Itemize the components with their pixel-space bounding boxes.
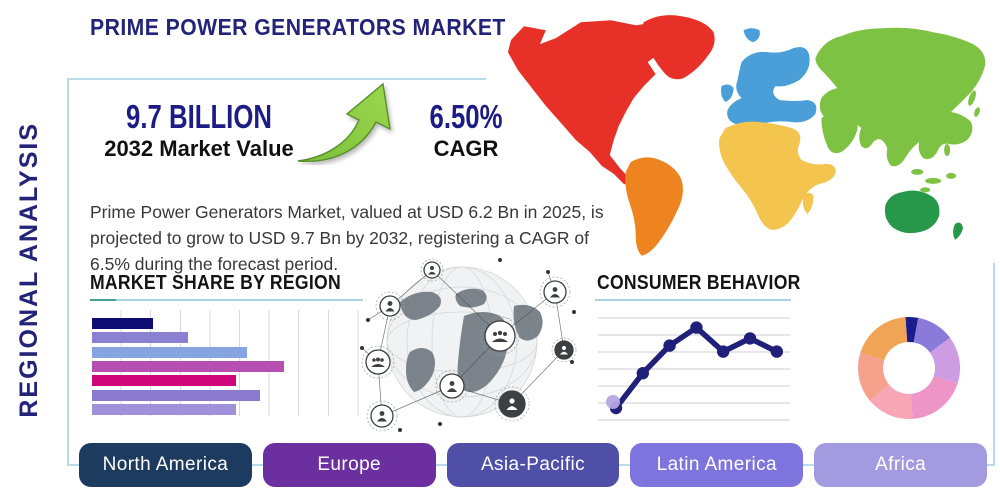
region-button-north-america[interactable]: North America xyxy=(79,443,252,487)
consumer-behavior-underline xyxy=(595,299,791,301)
market-share-title: MARKET SHARE BY REGION xyxy=(90,272,341,294)
market-share-bar-1 xyxy=(92,318,154,329)
cagr-number: 6.50% xyxy=(429,98,503,135)
market-share-bar-5 xyxy=(92,375,237,387)
donut-segment-1 xyxy=(905,317,919,343)
map-japan-1 xyxy=(968,90,976,106)
region-button-africa[interactable]: Africa xyxy=(814,443,987,487)
market-share-bar-4 xyxy=(92,360,285,372)
donut-segment-4 xyxy=(910,375,958,419)
network-node-icon xyxy=(435,369,469,403)
map-europe xyxy=(727,47,817,127)
network-node-icon xyxy=(361,345,395,379)
region-buttons-row: North America Europe Asia-Pacific Latin … xyxy=(79,443,987,487)
globe-network-illustration xyxy=(360,258,577,432)
market-share-underline xyxy=(90,299,363,301)
map-island-1 xyxy=(911,168,924,175)
region-button-asia-pacific[interactable]: Asia-Pacific xyxy=(446,443,620,487)
market-share-bar-7 xyxy=(92,403,237,415)
region-button-latin-america[interactable]: Latin America xyxy=(630,443,804,487)
donut-segment-5 xyxy=(869,384,913,419)
consumer-behavior-line-chart xyxy=(598,317,790,421)
world-map xyxy=(486,0,1000,263)
map-north-america xyxy=(507,20,664,187)
market-share-bar-6 xyxy=(92,389,261,401)
map-island-2 xyxy=(925,177,942,184)
regional-donut-chart xyxy=(858,317,960,419)
network-node-icon xyxy=(375,291,405,321)
cagr-label: CAGR xyxy=(433,136,499,161)
map-arabia xyxy=(821,112,858,154)
network-node-icon xyxy=(494,386,530,422)
donut-segment-2 xyxy=(913,317,951,353)
map-new-zealand xyxy=(953,222,964,240)
market-share-bar-2 xyxy=(92,332,189,344)
market-share-bar-3 xyxy=(92,346,247,358)
market-value-number: 9.7 BILLION xyxy=(126,98,272,135)
map-japan-2 xyxy=(974,107,980,117)
world-map-svg xyxy=(507,15,986,256)
map-philippines xyxy=(944,143,951,156)
network-node-icon xyxy=(539,276,571,308)
region-button-europe[interactable]: Europe xyxy=(262,443,436,487)
network-node-icon xyxy=(420,258,444,282)
market-share-bars xyxy=(92,318,359,415)
donut-segment-7 xyxy=(860,317,908,361)
map-australia xyxy=(884,190,940,234)
market-value-stat: 9.7 BILLION 2032 Market Value xyxy=(88,99,310,162)
market-value-label: 2032 Market Value xyxy=(104,136,294,161)
cagr-stat: 6.50% CAGR xyxy=(396,99,536,162)
market-description: Prime Power Generators Market, valued at… xyxy=(90,201,604,274)
map-uk xyxy=(721,84,734,103)
network-team-node-icon xyxy=(480,316,520,356)
map-africa xyxy=(719,121,836,230)
donut-segment-6 xyxy=(858,352,890,401)
globe-continent xyxy=(455,288,487,308)
page-title: PRIME POWER GENERATORS MARKET xyxy=(90,14,506,40)
donut-segment-3 xyxy=(929,337,960,384)
map-asia xyxy=(815,27,986,167)
consumer-behavior-title: CONSUMER BEHAVIOR xyxy=(597,272,801,294)
map-island-4 xyxy=(920,187,931,193)
regional-analysis-label: REGIONAL ANALYSIS xyxy=(14,122,43,418)
map-island-3 xyxy=(946,172,957,179)
map-madagascar xyxy=(802,192,814,214)
globe-continent xyxy=(406,348,435,392)
globe-continent xyxy=(400,291,441,320)
growth-arrow-icon xyxy=(297,82,391,163)
network-node-icon xyxy=(551,337,577,363)
globe-continent xyxy=(513,304,543,341)
map-iceland xyxy=(743,28,760,43)
map-south-america xyxy=(625,157,683,256)
map-greenland xyxy=(642,15,715,80)
network-node-icon xyxy=(366,400,398,432)
